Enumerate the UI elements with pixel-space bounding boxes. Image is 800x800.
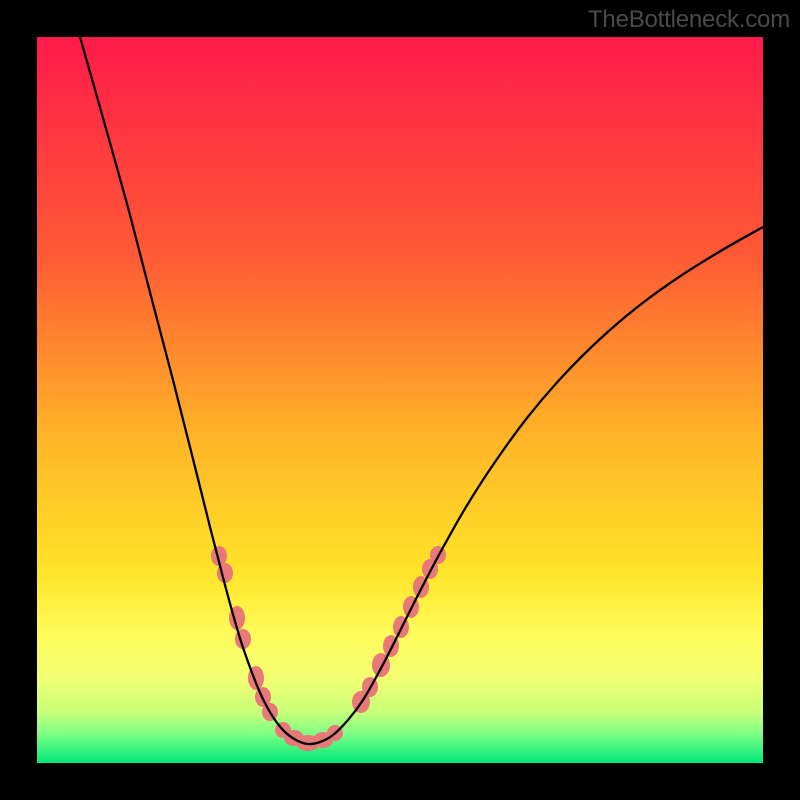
watermark-text: TheBottleneck.com xyxy=(588,6,790,34)
bottleneck-curve xyxy=(80,37,763,744)
chart-overlay xyxy=(0,0,800,800)
